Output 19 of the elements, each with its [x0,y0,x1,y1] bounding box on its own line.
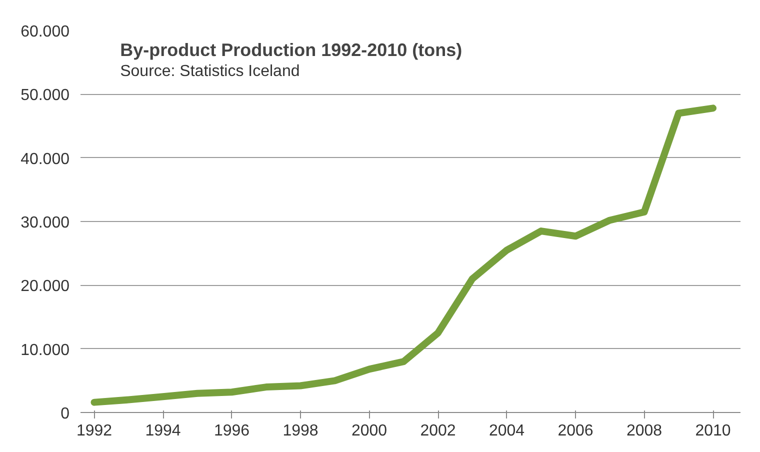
x-tick-label: 2002 [420,422,456,440]
y-tick-label: 20.000 [20,278,70,296]
x-tick-label: 2004 [488,422,525,440]
x-tick-label: 1994 [145,422,181,440]
x-tick-label: 2000 [351,422,388,440]
y-tick-label: 40.000 [20,150,70,168]
x-tick-label: 1998 [282,422,318,440]
text: By-product Production 1992-2010 (tons) [120,40,462,60]
x-tick-label: 2008 [626,422,662,440]
y-tick-label: 10.000 [20,342,70,359]
x-tick-label: 1992 [76,422,112,440]
y-tick-label: 0 [60,406,70,422]
x-tick-label: 2006 [558,422,594,440]
text: Source: Statistics Iceland [120,62,300,80]
y-tick-label: 50.000 [20,87,70,104]
y-tick-label: 60.000 [20,24,70,40]
y-tick-label: 30.000 [20,214,70,232]
x-tick-label: 1996 [214,422,250,440]
x-tick-label: 2010 [695,422,731,440]
